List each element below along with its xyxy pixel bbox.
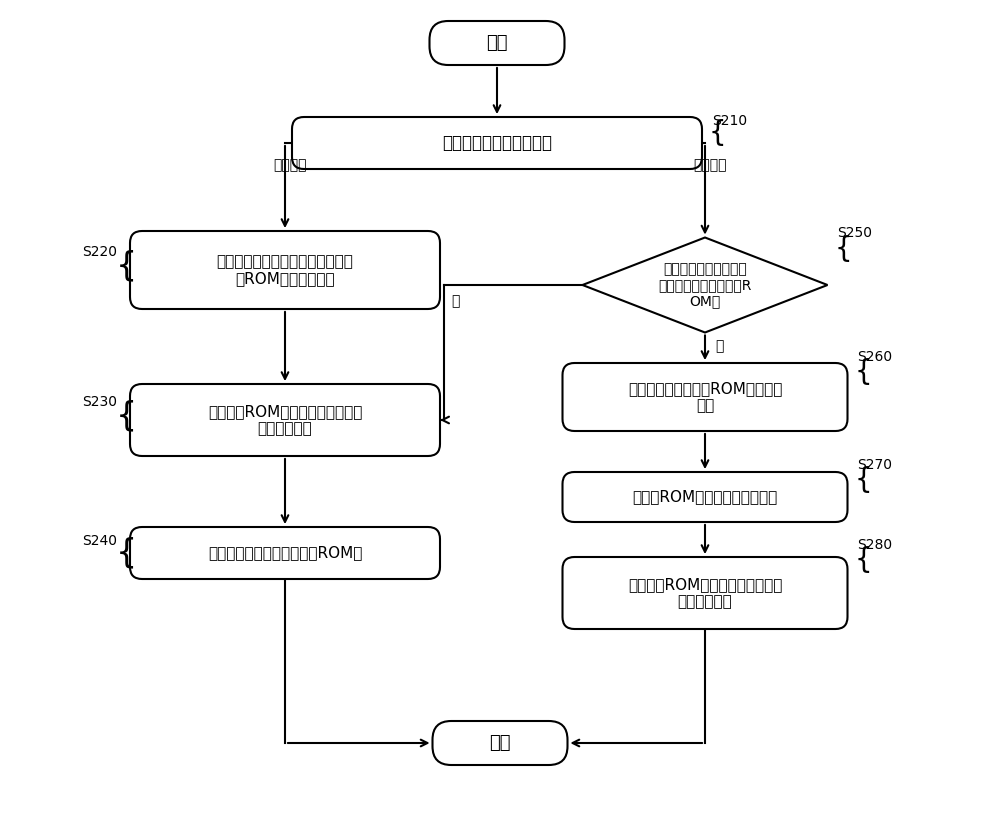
Text: 基于第一ROM包进行刷机处理，并
重启移动终端: 基于第一ROM包进行刷机处理，并 重启移动终端	[208, 403, 362, 436]
FancyBboxPatch shape	[130, 527, 440, 579]
Text: S230: S230	[82, 395, 117, 409]
Text: 基于第二ROM包进行刷机处理，并
重启移动终端: 基于第二ROM包进行刷机处理，并 重启移动终端	[628, 577, 782, 609]
FancyBboxPatch shape	[562, 472, 848, 522]
Text: 将第二ROM包存储在移动终端中: 将第二ROM包存储在移动终端中	[632, 490, 778, 504]
Text: 否: 否	[451, 294, 459, 308]
FancyBboxPatch shape	[430, 21, 564, 65]
Text: S240: S240	[82, 534, 117, 548]
Text: 从服务器侧下载第二ROM包至移动
终端: 从服务器侧下载第二ROM包至移动 终端	[628, 381, 782, 413]
FancyBboxPatch shape	[292, 117, 702, 169]
Text: 厂商系统: 厂商系统	[273, 158, 307, 172]
Text: {: {	[854, 358, 872, 386]
FancyBboxPatch shape	[562, 363, 848, 431]
Text: S260: S260	[857, 350, 893, 364]
Text: 删除移动终端中存储的第一ROM包: 删除移动终端中存储的第一ROM包	[208, 545, 362, 561]
Text: 原生系统: 原生系统	[693, 158, 727, 172]
FancyBboxPatch shape	[432, 721, 568, 765]
Text: S220: S220	[82, 245, 117, 259]
Text: S210: S210	[712, 114, 747, 128]
Text: {: {	[854, 546, 872, 574]
Text: S280: S280	[857, 538, 893, 552]
Text: S250: S250	[838, 226, 872, 240]
Text: 是: 是	[715, 340, 723, 354]
Text: {: {	[116, 399, 137, 433]
FancyBboxPatch shape	[130, 231, 440, 309]
Text: {: {	[709, 119, 727, 147]
Text: S270: S270	[857, 458, 892, 472]
FancyBboxPatch shape	[130, 384, 440, 456]
Polygon shape	[582, 237, 828, 333]
Text: 从服务器侧下载厂商系统对应的第
一ROM包至移动终端: 从服务器侧下载厂商系统对应的第 一ROM包至移动终端	[217, 253, 353, 286]
Text: {: {	[116, 249, 137, 283]
Text: 确定用户选择的操作系统: 确定用户选择的操作系统	[442, 134, 552, 152]
Text: 判断移动终端中是否存
在原生系统对应的第二R
OM包: 判断移动终端中是否存 在原生系统对应的第二R OM包	[658, 262, 752, 308]
FancyBboxPatch shape	[562, 557, 848, 629]
Text: 开始: 开始	[486, 34, 508, 52]
Text: {: {	[854, 466, 872, 494]
Text: {: {	[116, 536, 137, 570]
Text: {: {	[835, 235, 852, 263]
Text: 结束: 结束	[489, 734, 511, 752]
